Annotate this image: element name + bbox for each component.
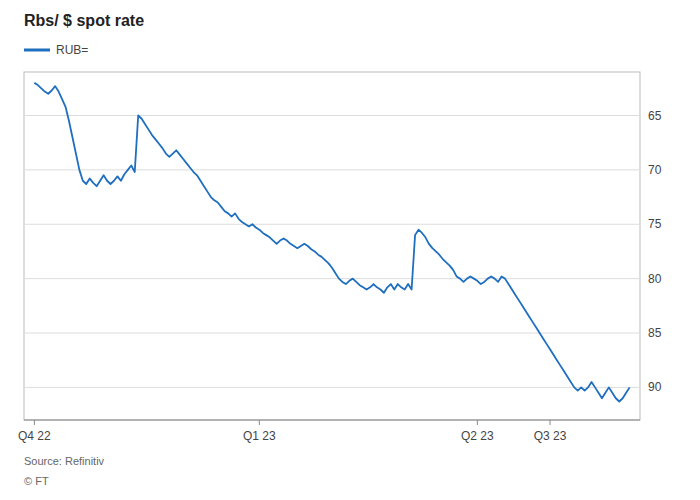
- y-tick-label: 70: [648, 163, 662, 177]
- grid-line: [24, 224, 640, 225]
- legend-label: RUB=: [56, 43, 88, 57]
- x-tick: [477, 420, 478, 425]
- x-tick-label: Q2 23: [461, 429, 494, 443]
- chart: Rbs/ $ spot rate RUB= 65 70 75 80 85 90 Q4 22 Q1 …: [0, 0, 700, 500]
- grid-line: [24, 387, 640, 388]
- x-axis-line: [24, 420, 640, 421]
- y-tick-label: 85: [648, 326, 662, 340]
- grid-line: [24, 333, 640, 334]
- x-tick-label: Q1 23: [243, 429, 276, 443]
- legend-swatch: [24, 49, 50, 52]
- x-tick: [550, 420, 551, 425]
- legend: RUB=: [24, 43, 88, 57]
- grid-line: [24, 115, 640, 116]
- series-line: [34, 83, 629, 402]
- plot-frame: [24, 72, 640, 420]
- y-tick-label: 80: [648, 272, 662, 286]
- y-tick-label: 75: [648, 217, 662, 231]
- title: Rbs/ $ spot rate: [24, 12, 144, 29]
- x-tick: [259, 420, 260, 425]
- grid-line: [24, 278, 640, 279]
- y-tick-label: 65: [648, 109, 662, 123]
- grid-line: [24, 169, 640, 170]
- plot-area: [34, 83, 629, 402]
- annotation: Source: Refinitiv: [24, 455, 105, 467]
- annotation: © FT: [24, 475, 49, 487]
- x-tick: [34, 420, 35, 425]
- x-tick-label: Q4 22: [18, 429, 51, 443]
- x-tick-label: Q3 23: [534, 429, 567, 443]
- y-tick-label: 90: [648, 380, 662, 394]
